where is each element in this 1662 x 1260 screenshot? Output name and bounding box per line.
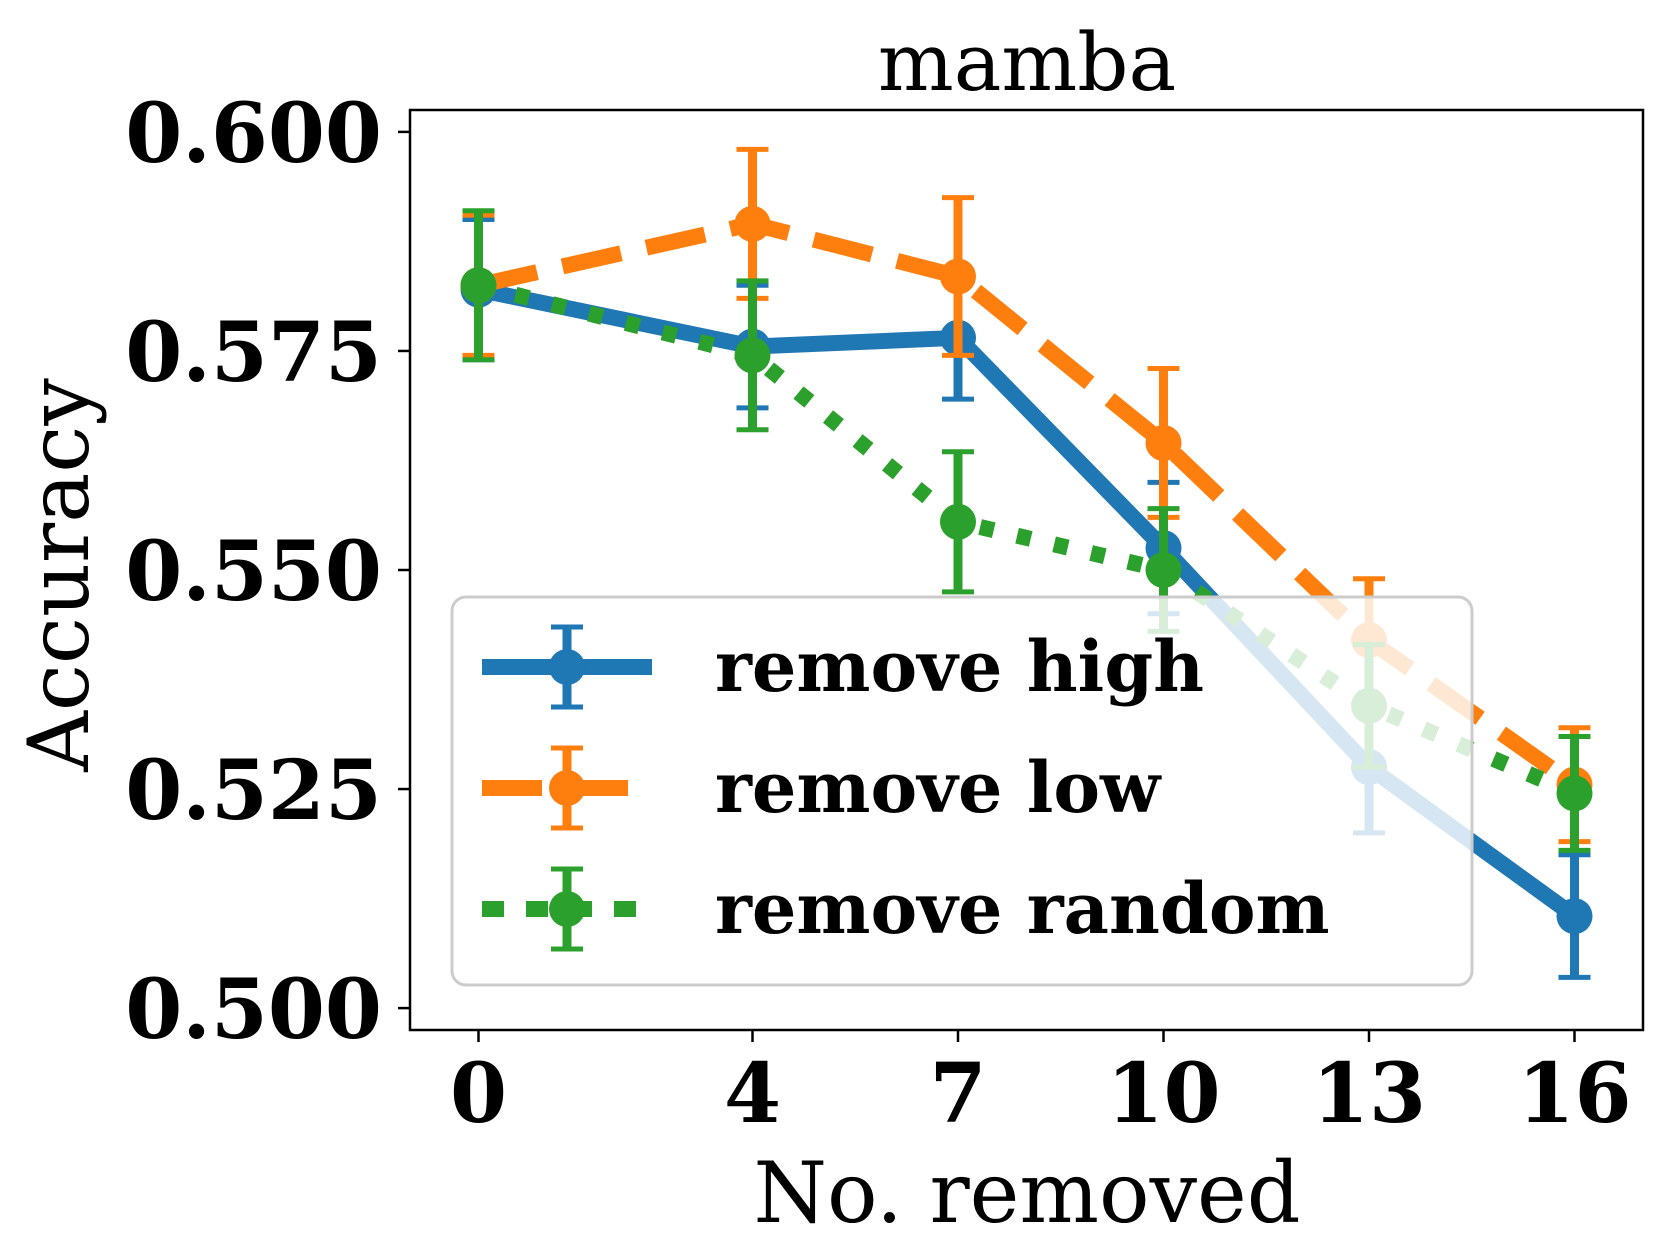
legend-marker-remove-random bbox=[549, 891, 585, 927]
x-tick-label: 16 bbox=[1517, 1046, 1631, 1142]
y-tick-label: 0.550 bbox=[125, 524, 382, 620]
x-tick-label: 0 bbox=[450, 1046, 507, 1142]
x-tick-label: 13 bbox=[1312, 1046, 1426, 1142]
x-tick-label: 4 bbox=[724, 1046, 781, 1142]
x-tick-label: 7 bbox=[929, 1046, 986, 1142]
y-tick-label: 0.500 bbox=[125, 962, 382, 1058]
data-point-remove-random bbox=[460, 267, 497, 304]
legend-entry-remove-random: remove random bbox=[482, 866, 1330, 952]
data-point-remove-low bbox=[940, 258, 976, 295]
y-tick-label: 0.525 bbox=[125, 743, 382, 839]
legend-marker-remove-high bbox=[549, 649, 585, 685]
x-tick-label: 10 bbox=[1106, 1046, 1220, 1142]
legend-marker-remove-low bbox=[549, 770, 585, 806]
data-point-remove-low bbox=[734, 205, 771, 242]
data-point-remove-random bbox=[940, 503, 976, 540]
x-axis-label: No. removed bbox=[753, 1144, 1300, 1242]
chart-title: mamba bbox=[878, 16, 1176, 109]
legend-label-remove-high: remove high bbox=[715, 625, 1204, 708]
legend-entry-remove-low: remove low bbox=[482, 745, 1162, 831]
data-point-remove-low bbox=[1145, 424, 1182, 461]
legend-entry-remove-high: remove high bbox=[482, 624, 1204, 710]
legend-box bbox=[450, 595, 1474, 987]
y-tick-label: 0.600 bbox=[125, 86, 382, 182]
y-tick-label: 0.575 bbox=[125, 305, 382, 401]
data-point-remove-random bbox=[1145, 552, 1182, 588]
data-point-remove-random bbox=[1556, 775, 1593, 812]
series-line-remove-random bbox=[476, 277, 1578, 801]
legend: remove high remove low remove random bbox=[450, 595, 1474, 987]
legend-label-remove-low: remove low bbox=[715, 746, 1162, 829]
y-axis-label: Accuracy bbox=[10, 378, 108, 773]
legend-label-remove-random: remove random bbox=[715, 867, 1330, 950]
data-point-remove-random bbox=[734, 337, 771, 374]
data-point-remove-high bbox=[1556, 898, 1593, 935]
